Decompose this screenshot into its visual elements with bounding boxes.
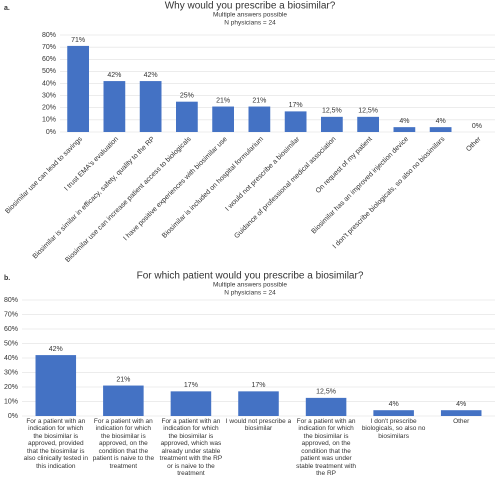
y-tick-label: 60% xyxy=(4,326,18,333)
chart-subtitle: Multiple answers possible xyxy=(213,282,287,289)
value-label: 0% xyxy=(472,123,482,130)
x-tick-label: For a patient with an indication for whi… xyxy=(296,418,357,478)
x-tick-label-box: For a patient with an indication for whi… xyxy=(23,418,88,470)
bar xyxy=(373,410,414,416)
bar xyxy=(321,116,343,132)
bar xyxy=(393,127,416,132)
value-label: 4% xyxy=(436,118,446,125)
bar xyxy=(440,410,482,416)
bar xyxy=(170,391,212,416)
value-label: 21% xyxy=(116,376,130,383)
chart-title: For which patient would you prescribe a … xyxy=(137,271,364,282)
x-tick-label-box: For a patient with an indication for whi… xyxy=(159,418,223,478)
value-label: 21% xyxy=(216,97,230,104)
value-label: 42% xyxy=(144,72,158,79)
x-tick-label: Other xyxy=(465,135,483,153)
y-tick-label: 0% xyxy=(46,129,56,136)
value-label: 71% xyxy=(71,37,85,44)
y-tick-label: 40% xyxy=(42,80,56,87)
chart-subtitle: Multiple answers possible xyxy=(213,12,287,19)
y-tick-label: 30% xyxy=(4,369,18,376)
bar xyxy=(139,81,162,132)
y-tick-label: 70% xyxy=(4,311,18,318)
y-tick-label: 10% xyxy=(4,398,18,405)
y-tick-label: 30% xyxy=(42,92,56,99)
x-tick-label: Biosimilar is similar in efficacy, safet… xyxy=(32,136,157,261)
value-label: 4% xyxy=(389,401,399,408)
x-tick-label: I would not prescribe a biosimilar xyxy=(225,418,292,433)
value-label: 21% xyxy=(252,97,266,104)
x-tick-label-box: I would not prescribe a biosimilar xyxy=(225,418,292,433)
bar xyxy=(248,106,271,132)
chart-title: Why would you prescribe a biosimilar? xyxy=(165,1,336,12)
bar xyxy=(429,127,452,132)
value-label: 17% xyxy=(251,382,265,389)
bar xyxy=(238,391,279,416)
y-tick-label: 50% xyxy=(42,68,56,75)
x-tick-label: For a patient with an indication for whi… xyxy=(23,418,88,470)
value-label: 25% xyxy=(180,93,194,100)
y-tick-label: 60% xyxy=(42,56,56,63)
y-tick-label: 80% xyxy=(4,297,18,304)
chart-subtitle: N physicians = 24 xyxy=(224,290,276,297)
bar xyxy=(103,385,144,416)
x-tick-label: For a patient with an indication for whi… xyxy=(159,418,223,478)
value-label: 42% xyxy=(107,72,121,79)
value-label: 12,5% xyxy=(322,108,342,115)
x-tick-label: I don't prescribe biologicals, so also n… xyxy=(361,418,426,440)
bar xyxy=(103,81,126,132)
y-tick-label: 50% xyxy=(4,340,18,347)
panel-label: a. xyxy=(4,5,10,12)
y-tick-label: 20% xyxy=(42,105,56,112)
value-label: 12,5% xyxy=(316,389,336,396)
x-tick-label-box: For a patient with an indication for whi… xyxy=(92,418,155,470)
x-tick-label-box: Other xyxy=(453,418,470,425)
bar xyxy=(35,355,77,416)
x-tick-label-box: I don't prescribe biologicals, so also n… xyxy=(361,418,426,440)
value-label: 17% xyxy=(184,382,198,389)
bar xyxy=(212,106,234,132)
value-label: 4% xyxy=(456,401,466,408)
bar xyxy=(357,116,379,132)
value-label: 12,5% xyxy=(358,108,378,115)
y-tick-label: 40% xyxy=(4,355,18,362)
bar xyxy=(176,101,198,132)
x-tick-label: Other xyxy=(453,418,470,425)
x-tick-label: I would not prescribe a biosimilar xyxy=(224,135,302,213)
y-tick-label: 20% xyxy=(4,384,18,391)
x-tick-label: Biosimilar use can lead to savings xyxy=(4,135,84,215)
value-label: 17% xyxy=(289,102,303,109)
x-tick-label-box: For a patient with an indication for whi… xyxy=(296,418,357,478)
panel-label: b. xyxy=(4,275,10,282)
bar xyxy=(305,397,347,416)
x-tick-label: For a patient with an indication for whi… xyxy=(92,418,155,470)
chart-subtitle: N physicians = 24 xyxy=(224,20,276,27)
y-tick-label: 70% xyxy=(42,44,56,51)
value-label: 4% xyxy=(399,118,409,125)
bar xyxy=(67,45,89,132)
bar xyxy=(284,111,307,132)
y-tick-label: 10% xyxy=(42,117,56,124)
value-label: 42% xyxy=(49,346,63,353)
x-tick-label: Biosimilar use can increase patient acce… xyxy=(64,135,193,264)
y-tick-label: 80% xyxy=(42,32,56,39)
y-tick-label: 0% xyxy=(8,413,18,420)
